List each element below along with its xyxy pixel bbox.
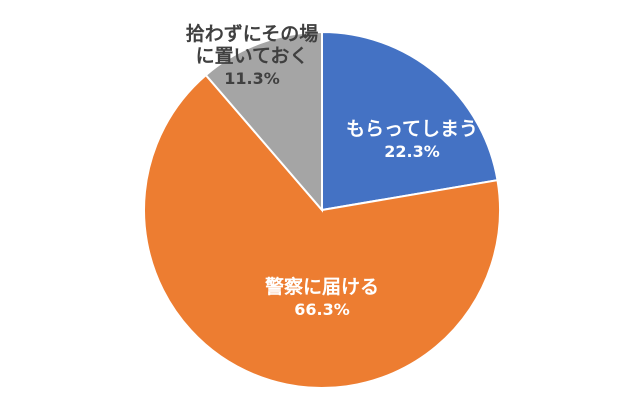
slice-label: 警察に届ける — [265, 275, 379, 298]
slice-value-label: 66.3% — [294, 300, 350, 319]
pie-slices — [143, 30, 501, 389]
slice-label: に置いておく — [196, 45, 309, 67]
slice-value-label: 22.3% — [384, 142, 440, 161]
pie-slice — [143, 73, 501, 389]
pie-slice — [204, 30, 323, 213]
slice-value-label: 11.3% — [224, 69, 280, 88]
pie-slice — [321, 30, 499, 212]
slice-label: 拾わずにその場 — [186, 22, 319, 45]
slice-label: もらってしまう — [346, 118, 478, 140]
